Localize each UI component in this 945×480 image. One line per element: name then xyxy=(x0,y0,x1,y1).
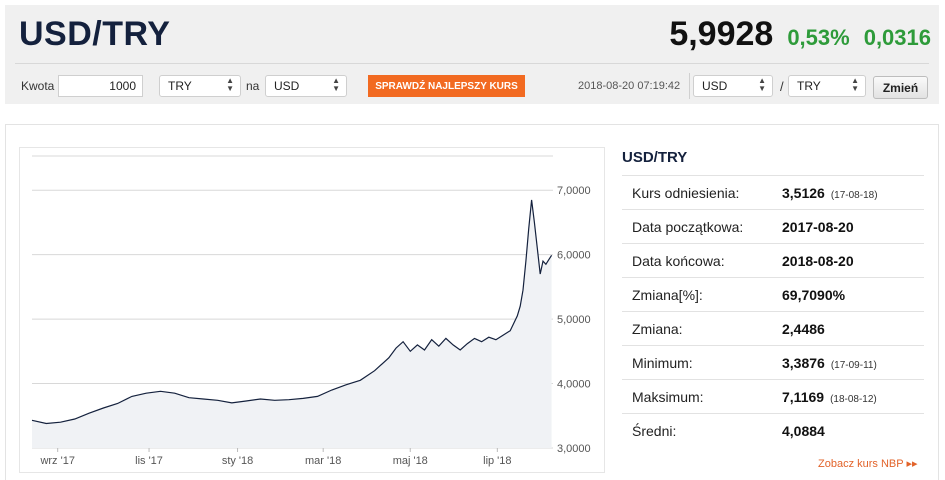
select-arrows-icon: ▲ ▼ xyxy=(758,76,766,93)
from-currency-select[interactable]: TRY ▲ ▼ xyxy=(159,75,241,97)
stats-value-text: 7,1169 xyxy=(782,389,825,405)
x-tick-label: maj '18 xyxy=(393,455,428,467)
stats-label: Data końcowa: xyxy=(632,253,725,269)
from-currency-value: TRY xyxy=(168,79,192,93)
series-area xyxy=(32,199,552,448)
stats-label: Średni: xyxy=(632,423,677,439)
series-line xyxy=(31,199,553,425)
stats-label: Zmiana: xyxy=(632,321,683,337)
stats-label: Kurs odniesienia: xyxy=(632,185,740,201)
stats-value: 3,3876 (17-09-11) xyxy=(782,355,877,371)
stats-label: Data początkowa: xyxy=(632,219,744,235)
stats-value-text: 2017-08-20 xyxy=(782,219,854,235)
y-tick-label: 7,0000 xyxy=(557,185,591,197)
stats-value-text: 4,0884 xyxy=(782,423,825,439)
y-tick-label: 4,0000 xyxy=(557,379,591,391)
to-currency-select[interactable]: USD ▲ ▼ xyxy=(265,75,347,97)
stats-label: Maksimum: xyxy=(632,389,704,405)
change-pair-button[interactable]: Zmień xyxy=(873,76,928,99)
y-tick-label: 5,0000 xyxy=(557,314,591,326)
change-percent: 0,53% xyxy=(787,25,850,50)
to-label: na xyxy=(246,79,260,93)
stats-date: (17-08-18) xyxy=(830,190,878,201)
pair-quote-value: TRY xyxy=(797,79,821,93)
x-tick-label: sty '18 xyxy=(222,455,253,467)
stats-value-text: 3,3876 xyxy=(782,355,825,371)
quote-timestamp: 2018-08-20 07:19:42 xyxy=(578,80,681,92)
rate-chart: 3,0000 4,0000 5,0000 6,0000 7,0000 wrz '17 lis… xyxy=(31,155,591,467)
stats-value-text: 2018-08-20 xyxy=(782,253,854,269)
stats-label: Minimum: xyxy=(632,355,693,371)
stats-row: Kurs odniesienia: 3,5126 (17-08-18) xyxy=(622,175,924,209)
select-arrows-icon: ▲ ▼ xyxy=(332,76,340,93)
stats-value-text: 69,7090% xyxy=(782,287,846,303)
y-tick-label: 6,0000 xyxy=(557,250,591,262)
stats-row: Data początkowa: 2017-08-20 xyxy=(622,209,924,243)
change-absolute: 0,0316 xyxy=(863,25,931,50)
stats-value: 2,4486 xyxy=(782,321,825,337)
stats-value-text: 2,4486 xyxy=(782,321,825,337)
stats-value: 2018-08-20 xyxy=(782,253,854,269)
rate-box: 5,9928 0,53% 0,0316 xyxy=(669,15,931,54)
select-arrows-icon: ▲ ▼ xyxy=(851,76,859,93)
quote-header: USD/TRY 5,9928 0,53% 0,0316 Kwota TRY ▲▼… xyxy=(5,5,939,104)
stats-value: 69,7090% xyxy=(782,287,845,303)
stats-row: Średni: 4,0884 xyxy=(622,413,924,447)
controls-separator xyxy=(689,73,690,99)
stats-date: (18-08-12) xyxy=(830,394,877,405)
amount-input[interactable] xyxy=(58,75,143,97)
stats-row: Maksimum: 7,1169 (18-08-12) xyxy=(622,379,924,413)
pair-slash: / xyxy=(780,79,784,94)
stats-value: 2017-08-20 xyxy=(782,219,854,235)
header-divider xyxy=(15,63,929,64)
x-tick-label: mar '18 xyxy=(305,455,341,467)
stats-date: (17-09-11) xyxy=(830,360,877,371)
stats-title: USD/TRY xyxy=(622,149,688,166)
x-tick-label: lip '18 xyxy=(483,455,511,467)
stats-table: Kurs odniesienia: 3,5126 (17-08-18) Data po… xyxy=(622,175,924,447)
stats-row: Data końcowa: 2018-08-20 xyxy=(622,243,924,277)
pair-base-value: USD xyxy=(702,79,728,93)
y-tick-label: 3,0000 xyxy=(557,443,591,455)
stats-row: Zmiana: 2,4486 xyxy=(622,311,924,345)
amount-label: Kwota xyxy=(21,79,55,93)
stats-value-text: 3,5126 xyxy=(782,185,825,201)
best-rate-button[interactable]: SPRAWDŹ NAJLEPSZY KURS xyxy=(368,75,525,97)
stats-label: Zmiana[%]: xyxy=(632,287,703,303)
pair-base-select[interactable]: USD ▲ ▼ xyxy=(693,75,773,97)
stats-value: 3,5126 (17-08-18) xyxy=(782,185,878,201)
current-rate: 5,9928 xyxy=(669,15,774,53)
pair-title: USD/TRY xyxy=(19,15,171,53)
pair-quote-select[interactable]: TRY ▲ ▼ xyxy=(788,75,866,97)
nbp-rate-link[interactable]: Zobacz kurs NBP ▸▸ xyxy=(818,458,918,470)
stats-value: 7,1169 (18-08-12) xyxy=(782,389,877,405)
stats-row: Zmiana[%]: 69,7090% xyxy=(622,277,924,311)
stats-row: Minimum: 3,3876 (17-09-11) xyxy=(622,345,924,379)
x-tick-label: lis '17 xyxy=(135,455,163,467)
chart-frame: 3,0000 4,0000 5,0000 6,0000 7,0000 wrz '17 lis… xyxy=(19,147,605,473)
x-tick-label: wrz '17 xyxy=(39,455,75,467)
converter-controls: Kwota TRY ▲▼ na USD ▲▼ SPRAWDŹ NAJLEPSZY… xyxy=(5,71,939,101)
stats-value: 4,0884 xyxy=(782,423,825,439)
select-arrows-icon: ▲ ▼ xyxy=(226,76,234,93)
to-currency-value: USD xyxy=(274,79,300,93)
